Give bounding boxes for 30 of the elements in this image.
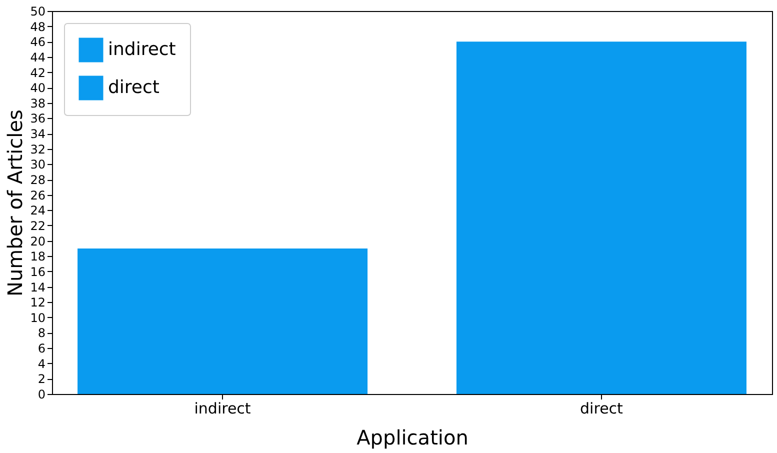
y-tick-label: 8 (38, 326, 46, 340)
y-tick-label: 44 (30, 50, 46, 64)
y-tick-label: 14 (30, 280, 46, 294)
y-tick-label: 46 (30, 35, 46, 50)
y-tick-label: 22 (30, 218, 46, 233)
y-tick-label: 4 (38, 356, 46, 371)
legend-label: direct (108, 77, 160, 98)
y-tick-label: 38 (30, 96, 46, 110)
y-tick-label: 6 (38, 342, 46, 356)
y-tick-label: 26 (30, 188, 46, 202)
y-tick-label: 40 (30, 81, 46, 96)
y-tick-label: 34 (30, 127, 46, 142)
y-tick-label: 50 (30, 4, 46, 18)
y-tick-label: 32 (30, 142, 46, 156)
y-axis-title: Number of Articles (3, 110, 28, 296)
x-axis-title: Application (356, 426, 468, 450)
y-tick-label: 10 (30, 310, 46, 325)
y-tick-label: 28 (30, 173, 46, 188)
legend-label: indirect (108, 39, 176, 60)
y-tick-label: 48 (30, 20, 46, 34)
y-tick-label: 24 (30, 204, 46, 218)
y-tick-label: 30 (30, 158, 46, 172)
y-tick-label: 18 (30, 250, 46, 264)
y-tick-label: 36 (30, 112, 46, 126)
y-tick-label: 42 (30, 66, 46, 80)
y-tick-label: 16 (30, 264, 46, 279)
y-tick-label: 20 (30, 234, 46, 248)
y-tick-label: 0 (38, 388, 46, 402)
y-tick-label: 12 (30, 296, 46, 310)
y-tick-label: 2 (38, 372, 46, 386)
